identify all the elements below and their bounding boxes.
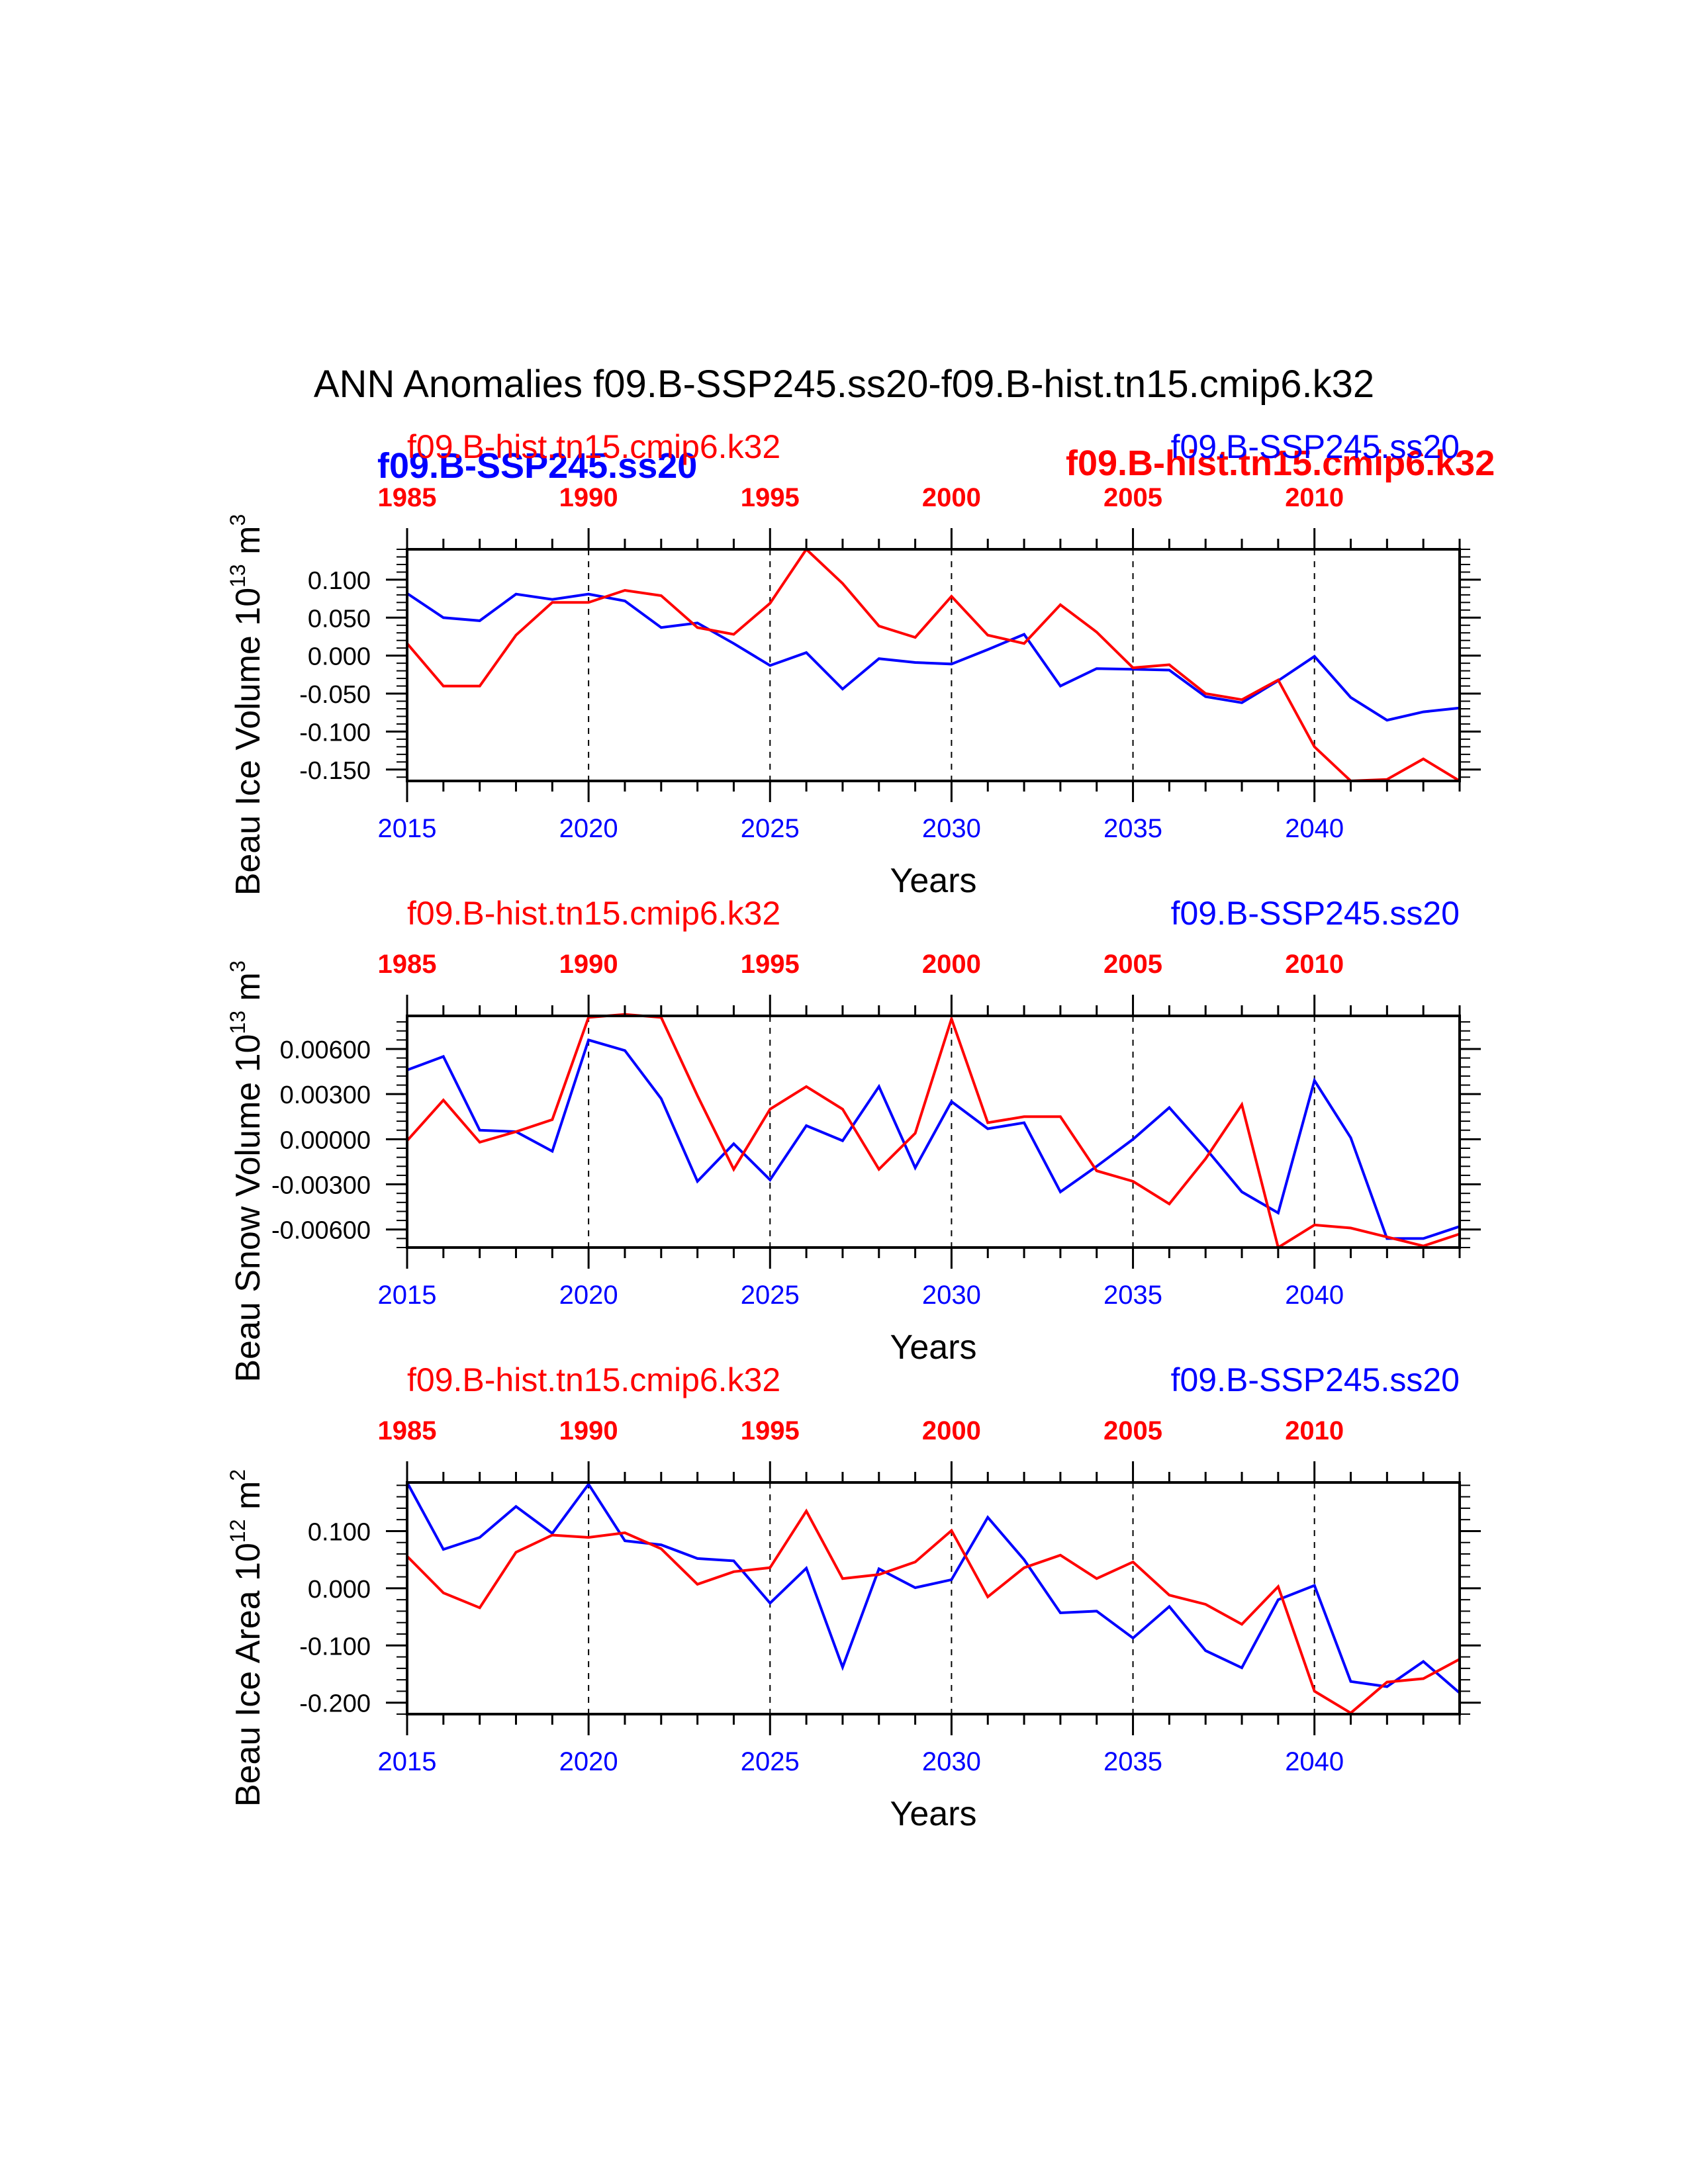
y-tick-label: 0.100 [308,1518,371,1546]
x-tick-label-bottom: 2020 [559,1747,618,1776]
x-tick-label-top: 2005 [1103,483,1162,512]
plot-frame [406,548,1461,782]
x-tick-label-top: 2005 [1103,1416,1162,1445]
series-label-hist: f09.B-hist.tn15.cmip6.k32 [407,1361,780,1398]
x-tick-label-bottom: 2035 [1103,1281,1162,1310]
figure-title: ANN Anomalies f09.B-SSP245.ss20-f09.B-hi… [314,363,1374,406]
plot-frame [406,1015,1461,1249]
series-line-ssp245 [406,1038,1460,1240]
series-label-hist: f09.B-hist.tn15.cmip6.k32 [407,428,780,465]
x-tick-label-top: 1990 [559,1416,618,1445]
chart-panel-3: 2015 2020 2025 2030 2035 2040 1985 1990 1995 2000… [226,1361,1481,1833]
x-tick-label-top: 1985 [378,950,437,979]
x-tick-label-bottom: 2015 [378,1747,437,1776]
x-tick-label-bottom: 2020 [559,814,618,843]
y-axis-label: Beau Ice Volume 1013 m3 [226,514,267,896]
x-tick-label-bottom: 2035 [1103,1747,1162,1776]
y-axis-label-unit-exp: 3 [226,960,250,972]
x-tick-label-top: 1990 [559,950,618,979]
series-line-hist [406,547,1461,783]
y-axis-label-unit-exp: 2 [226,1469,250,1481]
x-tick-label-top: 1990 [559,483,618,512]
x-tick-label-bottom: 2035 [1103,814,1162,843]
x-tick-label-bottom: 2030 [922,1281,981,1310]
y-axis-label-text: Beau Snow Volume 10 [229,1034,267,1383]
y-tick-label: 0.00000 [280,1126,371,1154]
series-label-hist: f09.B-hist.tn15.cmip6.k32 [407,895,780,932]
series-label-ssp245: f09.B-SSP245.ss20 [1171,895,1460,932]
x-tick-label-top: 1995 [741,483,800,512]
x-tick-label-top: 2010 [1285,483,1344,512]
x-tick-label-top: 2000 [922,950,981,979]
y-tick-label: -0.200 [299,1690,371,1718]
x-tick-label-top: 1995 [741,950,800,979]
y-axis-label-unit-exp: 3 [226,514,250,526]
y-axis-label-exp: 13 [226,564,250,588]
y-axis-label-unit: m [229,972,267,1011]
x-tick-label-bottom: 2040 [1285,814,1344,843]
series-line-ssp245 [406,1482,1461,1694]
x-tick-label-top: 1985 [378,483,437,512]
x-tick-label-bottom: 2020 [559,1281,618,1310]
y-axis-label-exp: 12 [226,1520,250,1543]
overlay-label-blue: f09.B-SSP245.ss20 [377,446,697,486]
x-tick-label-bottom: 2025 [741,814,800,843]
x-axis-label: Years [890,862,976,900]
x-tick-label-bottom: 2030 [922,1747,981,1776]
y-tick-label: 0.00600 [280,1036,371,1064]
x-axis-label: Years [890,1328,976,1367]
y-tick-label: -0.00600 [271,1217,371,1245]
y-tick-label: -0.150 [299,757,371,785]
plot-frame [406,1481,1461,1715]
y-tick-label: -0.100 [299,1633,371,1661]
x-tick-label-top: 1995 [741,1416,800,1445]
x-tick-label-bottom: 2030 [922,814,981,843]
series-line-hist [406,1013,1460,1250]
x-tick-label-top: 2010 [1285,1416,1344,1445]
series-label-ssp245: f09.B-SSP245.ss20 [1171,428,1460,465]
y-axis-label-exp: 13 [226,1011,250,1034]
x-tick-label-bottom: 2015 [378,814,437,843]
x-tick-label-top: 2005 [1103,950,1162,979]
x-tick-label-top: 2010 [1285,950,1344,979]
x-tick-label-bottom: 2025 [741,1281,800,1310]
y-tick-label: 0.100 [308,567,371,595]
series-line-hist [406,1508,1460,1715]
chart-panel-2: 2015 2020 2025 2030 2035 2040 1985 1990 1995 2000… [226,895,1481,1383]
chart-panel-1: 2015 2020 2025 2030 2035 2040 1985 1990 1995 2000… [226,428,1481,900]
y-axis-label-text: Beau Ice Area 10 [229,1543,267,1807]
y-axis-label: Beau Snow Volume 1013 m3 [226,960,267,1382]
y-tick-label: 0.00300 [280,1081,371,1109]
y-tick-label: 0.000 [308,643,371,671]
y-tick-label: -0.00300 [271,1172,371,1200]
x-axis-label: Years [890,1795,976,1833]
y-axis-label: Beau Ice Area 1012 m2 [226,1469,267,1807]
y-tick-label: 0.000 [308,1576,371,1604]
series-label-ssp245: f09.B-SSP245.ss20 [1171,1361,1460,1398]
y-axis-label-text: Beau Ice Volume 10 [229,588,267,895]
x-tick-label-bottom: 2015 [378,1281,437,1310]
overlay-label-red: f09.B-hist.tn15.cmip6.k32 [1066,443,1495,483]
series-line-ssp245 [406,592,1460,722]
x-tick-label-top: 2000 [922,483,981,512]
x-tick-label-top: 2000 [922,1416,981,1445]
x-tick-label-top: 1985 [378,1416,437,1445]
y-tick-label: -0.050 [299,681,371,709]
y-axis-label-unit: m [229,526,267,565]
y-tick-label: -0.100 [299,719,371,747]
x-tick-label-bottom: 2040 [1285,1281,1344,1310]
x-tick-label-bottom: 2025 [741,1747,800,1776]
y-tick-label: 0.050 [308,605,371,633]
y-axis-label-unit: m [229,1481,267,1520]
x-tick-label-bottom: 2040 [1285,1747,1344,1776]
